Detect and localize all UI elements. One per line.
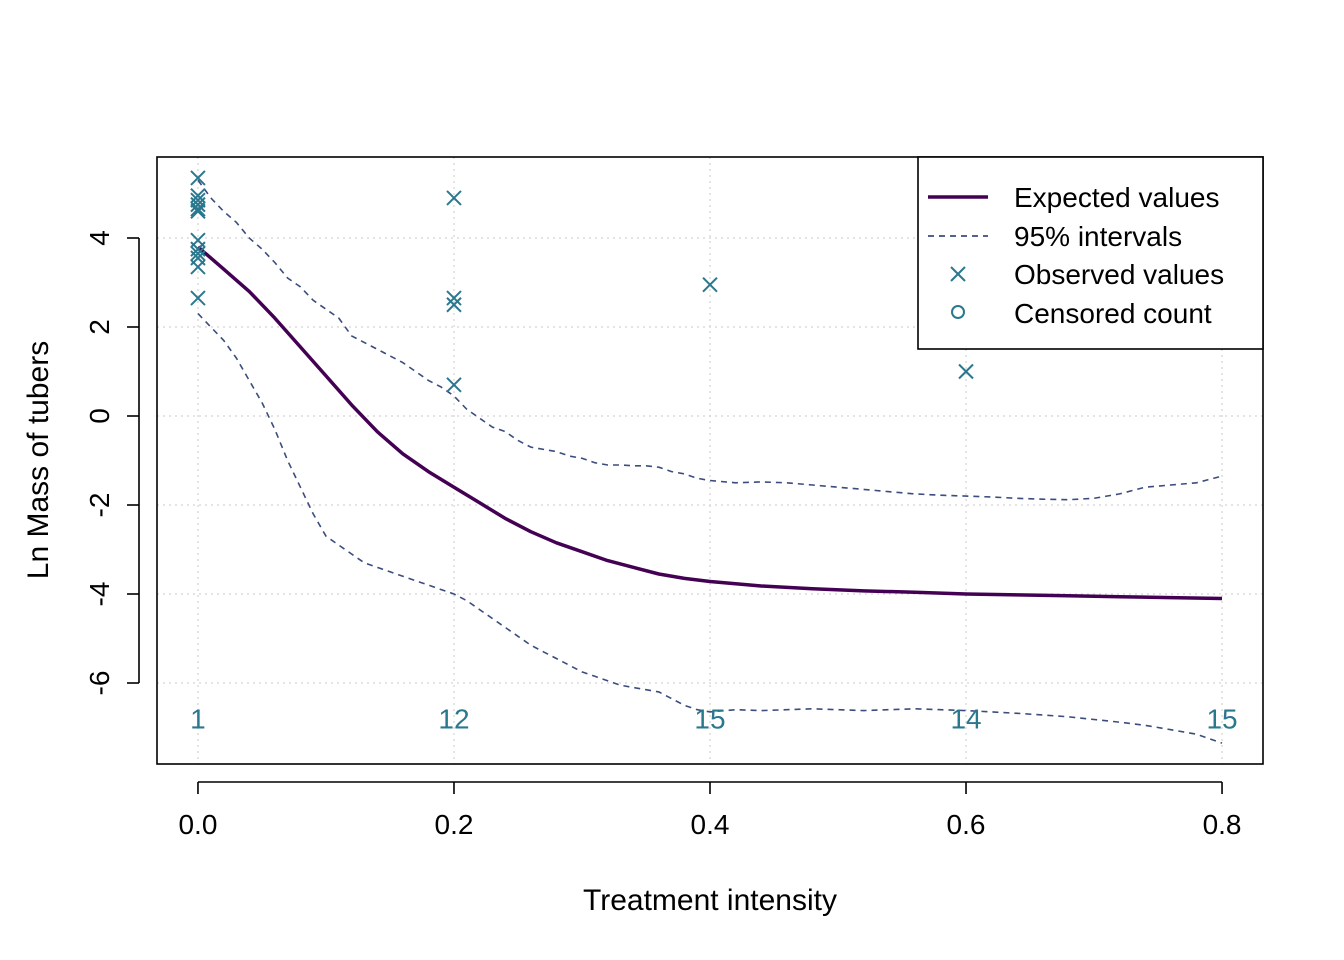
y-tick-label-4: 2 xyxy=(84,319,115,335)
axes-layer: 0.0 0.2 0.4 0.6 0.8 -6 -4 -2 0 2 4 xyxy=(84,230,1242,840)
plot-frame xyxy=(156,156,1264,765)
y-tick-label-0: -6 xyxy=(84,671,115,696)
legend-label-interval: 95% intervals xyxy=(1014,221,1182,252)
censored-count-label-4: 15 xyxy=(1206,704,1237,735)
observed-point-12 xyxy=(446,190,462,206)
y-tick-label-1: -4 xyxy=(84,582,115,607)
y-tick-label-5: 4 xyxy=(84,230,115,246)
observed-point-3 xyxy=(190,196,206,213)
censored-count-label-0: 1 xyxy=(190,704,206,735)
legend-observed-swatch xyxy=(950,266,966,282)
observed-point-13 xyxy=(446,290,462,306)
legend-box xyxy=(917,156,1264,350)
censored-count-label-3: 14 xyxy=(950,704,981,735)
x-tick-label-4: 0.8 xyxy=(1203,809,1242,840)
observed-point-11 xyxy=(190,290,206,306)
x-tick-label-2: 0.4 xyxy=(691,809,730,840)
interval-band-layer xyxy=(197,179,1223,744)
y-tick-label-2: -2 xyxy=(84,493,115,518)
legend-label-expected: Expected values xyxy=(1014,182,1219,213)
observed-point-17 xyxy=(958,363,974,380)
grid-layer xyxy=(157,157,1263,764)
legend-censored-swatch xyxy=(951,305,965,319)
legend: Expected values 95% intervals Observed v… xyxy=(917,156,1264,350)
observed-point-10 xyxy=(190,259,206,275)
observed-point-14 xyxy=(446,297,462,313)
x-tick-label-0: 0.0 xyxy=(178,809,217,840)
observed-point-8 xyxy=(190,245,206,262)
legend-label-censored: Censored count xyxy=(1014,298,1212,329)
expected-values-line xyxy=(196,245,1223,601)
censored-count-label-1: 12 xyxy=(438,704,469,735)
censored-count-label-2: 15 xyxy=(694,704,725,735)
x-tick-label-1: 0.2 xyxy=(435,809,474,840)
x-tick-label-3: 0.6 xyxy=(947,809,986,840)
x-axis-label: Treatment intensity xyxy=(583,884,837,917)
y-axis-label: Ln Mass of tubers xyxy=(22,341,55,579)
expected-line-layer xyxy=(196,245,1223,601)
observed-points-layer xyxy=(190,170,974,393)
observed-point-16 xyxy=(702,277,718,293)
legend-label-observed: Observed values xyxy=(1014,259,1224,290)
observed-point-0 xyxy=(190,170,206,186)
observed-point-15 xyxy=(446,377,462,393)
y-tick-label-3: 0 xyxy=(84,408,115,424)
observed-point-5 xyxy=(190,203,206,219)
upper-interval-line xyxy=(197,179,1223,501)
observed-point-4 xyxy=(190,201,206,217)
censored-count-layer: 1 12 15 14 15 xyxy=(190,704,1237,735)
lower-interval-line xyxy=(197,313,1223,744)
